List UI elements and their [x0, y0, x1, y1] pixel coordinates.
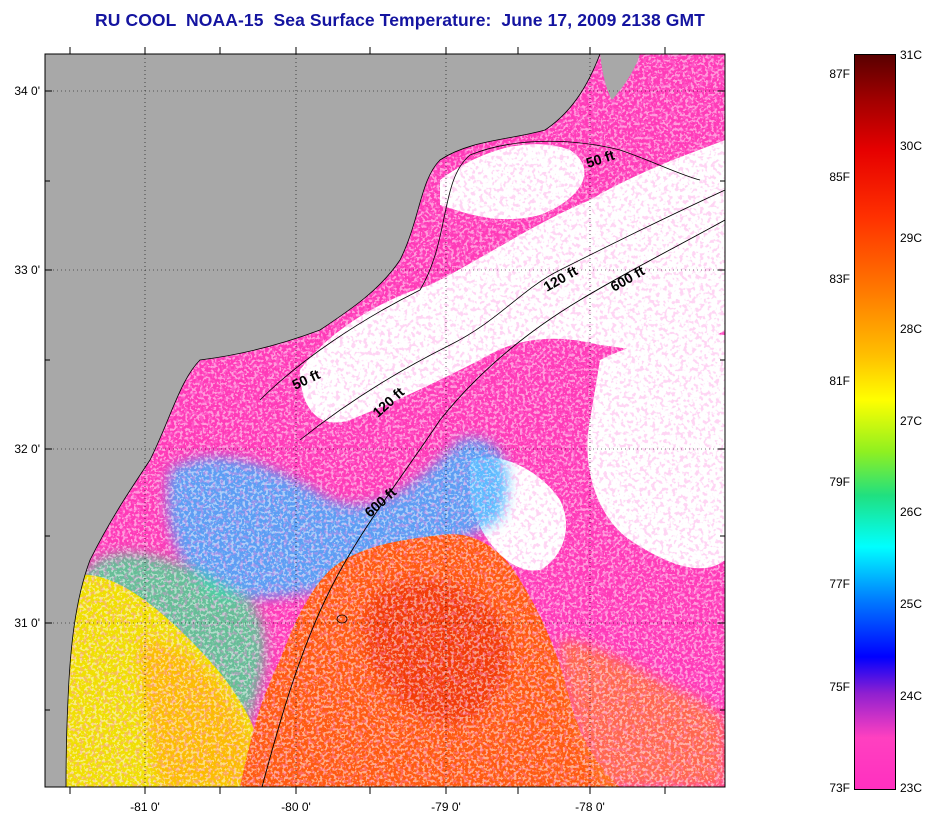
colorbar-f-75: 75F: [829, 680, 850, 694]
map-border: [44, 53, 726, 788]
lat-label-33: 33 0': [14, 263, 40, 277]
land-mass: [45, 54, 600, 787]
lon-label-78: -78 0': [575, 800, 605, 814]
colorbar-c-26: 26C: [900, 505, 923, 519]
lat-label-31: 31 0': [14, 616, 40, 630]
colorbar-f-83: 83F: [829, 272, 850, 286]
colorbar-c-27: 27C: [900, 414, 923, 428]
coastline: [65, 54, 601, 787]
lat-label-34: 34 0': [14, 84, 40, 98]
colorbar-c-23: 23C: [900, 781, 923, 795]
colorbar-f-73: 73F: [829, 781, 850, 795]
isobath-120ft: [299, 189, 725, 441]
colorbar-f-79: 79F: [829, 475, 850, 489]
axis-ticks: [45, 47, 725, 794]
colorbar-c-29: 29C: [900, 231, 923, 245]
lon-label-81: -81 0': [130, 800, 160, 814]
graticule: [45, 54, 725, 787]
colorbar-f-77: 77F: [829, 577, 850, 591]
land-island: [600, 54, 640, 100]
colorbar-c-30: 30C: [900, 139, 923, 153]
colorbar-c-31: 31C: [900, 48, 923, 62]
colorbar-c-25: 25C: [900, 597, 923, 611]
colorbar-f-85: 85F: [829, 170, 850, 184]
isobath-50ft: [259, 140, 701, 401]
colorbar-f-87: 87F: [829, 67, 850, 81]
colorbar-c-24: 24C: [900, 689, 923, 703]
isobath-600ft: [261, 219, 725, 787]
map-title: RU COOL NOAA-15 Sea Surface Temperature:…: [95, 10, 705, 30]
map-frame-content: [45, 54, 725, 787]
colorbar-f-81: 81F: [829, 374, 850, 388]
lon-label-79: -79 0': [431, 800, 461, 814]
lat-label-32: 32 0': [14, 442, 40, 456]
temperature-colorbar: [854, 54, 896, 790]
lon-label-80: -80 0': [281, 800, 311, 814]
colorbar-c-28: 28C: [900, 322, 923, 336]
